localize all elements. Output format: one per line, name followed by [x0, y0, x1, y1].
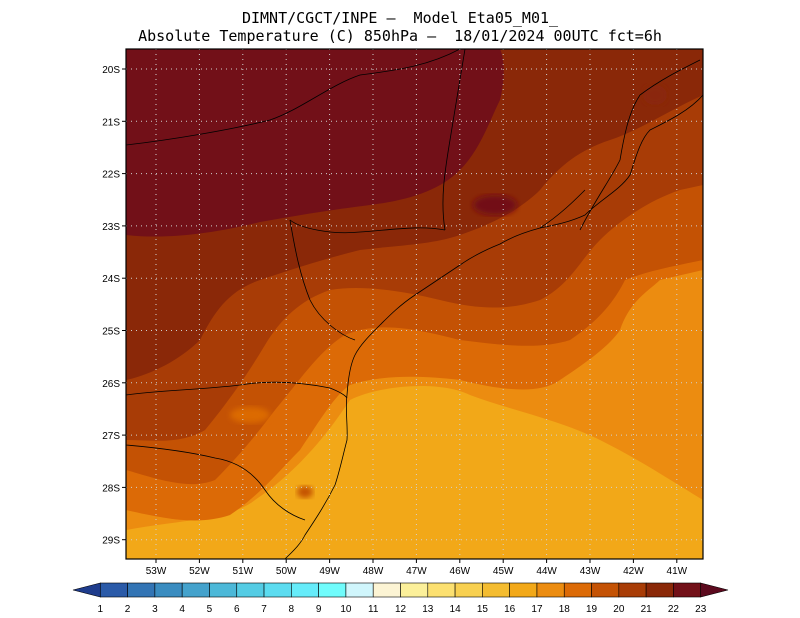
colorbar-segment: [673, 582, 702, 598]
colorbar-segment: [181, 582, 210, 598]
lat-label: 21S: [102, 117, 120, 128]
colorbar-label: 7: [261, 604, 267, 615]
colorbar-label: 12: [395, 604, 407, 615]
colorbar-segment: [209, 582, 238, 598]
lat-label: 22S: [102, 170, 120, 181]
lat-label: 20S: [102, 65, 120, 76]
lon-label: 44W: [536, 566, 557, 577]
colorbar-label: 18: [559, 604, 571, 615]
colorbar-label: 15: [477, 604, 489, 615]
colorbar-segment: [427, 582, 456, 598]
colorbar-segment: [563, 582, 592, 598]
latitude-labels: 20S 21S 22S 23S 24S 25S 26S 27S 28S 29S: [102, 65, 126, 547]
colorbar-label: 14: [450, 604, 462, 615]
lon-label: 49W: [319, 566, 340, 577]
map-grid: [126, 49, 703, 559]
colorbar-arrow-high: [700, 582, 729, 598]
colorbar-segment: [263, 582, 292, 598]
colorbar-segment: [400, 582, 429, 598]
colorbar-label: 9: [316, 604, 322, 615]
colorbar-segment: [536, 582, 565, 598]
map-frame: [125, 48, 704, 560]
colorbar-label: 16: [504, 604, 516, 615]
colorbar-segment: [99, 582, 128, 598]
lat-label: 27S: [102, 431, 120, 442]
lon-label: 52W: [189, 566, 210, 577]
colorbar-label: 6: [234, 604, 240, 615]
lon-label: 53W: [146, 566, 167, 577]
lon-label: 51W: [233, 566, 254, 577]
colorbar-label: 19: [586, 604, 598, 615]
lat-label: 26S: [102, 379, 120, 390]
colorbar-segment: [482, 582, 510, 598]
colorbar-label: 10: [340, 604, 352, 615]
colorbar-segment: [618, 582, 647, 598]
lat-label: 25S: [102, 327, 120, 338]
lat-label: 28S: [102, 483, 120, 494]
lon-label: 45W: [493, 566, 514, 577]
colorbar-label: 3: [152, 604, 158, 615]
colorbar-label: 8: [289, 604, 295, 615]
colorbar-label: 17: [531, 604, 543, 615]
colorbar-arrow-low: [72, 582, 101, 598]
colorbar-label: 2: [125, 604, 131, 615]
colorbar-segment: [509, 582, 538, 598]
colorbar-label: 1: [98, 604, 104, 615]
colorbar-label: 22: [668, 604, 680, 615]
coastline-borders: [126, 49, 703, 559]
colorbar-segment: [236, 582, 265, 598]
lon-label: 46W: [450, 566, 471, 577]
colorbar-segment: [645, 582, 674, 598]
colorbar-label: 23: [695, 604, 707, 615]
colorbar-label: 5: [207, 604, 213, 615]
chart-title-line1: DIMNT/CGCT/INPE – Model Eta05_M01_: [241, 9, 559, 27]
colorbar-label: 21: [641, 604, 653, 615]
colorbar-segment: [591, 582, 620, 598]
lon-label: 42W: [623, 566, 644, 577]
lon-label: 43W: [580, 566, 601, 577]
lat-label: 29S: [102, 536, 120, 547]
colorbar-segment: [318, 582, 347, 598]
colorbar-segment: [127, 582, 156, 598]
lon-label: 47W: [406, 566, 427, 577]
colorbar-segment: [345, 582, 374, 598]
lon-label: 41W: [667, 566, 688, 577]
lon-label: 48W: [363, 566, 384, 577]
chart-title-line2: Absolute Temperature (C) 850hPa – 18/01/…: [138, 27, 662, 45]
lon-label: 50W: [276, 566, 297, 577]
temperature-field: [126, 49, 703, 559]
colorbar-segment: [291, 582, 319, 598]
colorbar-label: 11: [368, 604, 379, 615]
colorbar-label: 4: [179, 604, 185, 615]
lat-label: 24S: [102, 274, 120, 285]
colorbar-label: 13: [422, 604, 434, 615]
colorbar-label: 20: [613, 604, 625, 615]
longitude-labels: 53W 52W 51W 50W 49W 48W 47W 46W 45W 44W 43W 42W 41W: [146, 559, 688, 577]
lat-label: 23S: [102, 222, 120, 233]
colorbar-segment: [372, 582, 401, 598]
colorbar-segment: [154, 582, 183, 598]
colorbar-segment: [454, 582, 483, 598]
